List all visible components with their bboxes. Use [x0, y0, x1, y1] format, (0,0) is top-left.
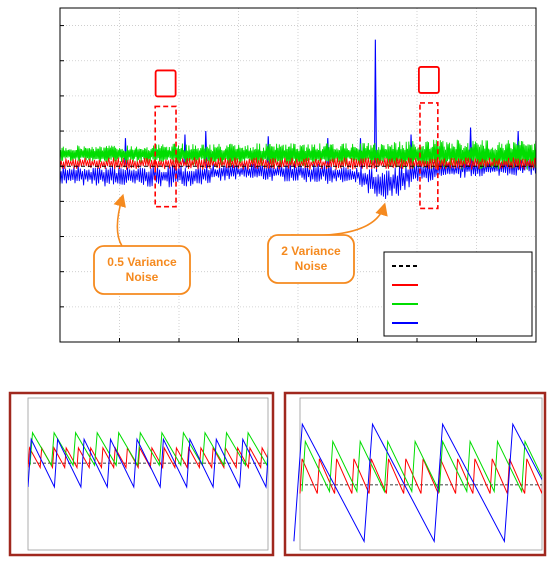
- series-rl-fopid: [60, 139, 536, 170]
- inset-series: [28, 437, 268, 489]
- inset-plot-area: [299, 397, 543, 551]
- annotation-line: 2 Variance: [281, 244, 341, 258]
- annotation-line: Noise: [126, 270, 159, 284]
- inset-data: [293, 422, 542, 544]
- inset-series: [301, 439, 542, 494]
- annotation-text: 0.5 Variance Noise: [107, 255, 177, 284]
- zoom-box: [419, 102, 439, 210]
- zoom-label-box: [417, 66, 440, 94]
- annotation-box: [267, 234, 355, 284]
- inset-series: [299, 458, 542, 494]
- inset-chart-2: [283, 391, 547, 557]
- fopid-spike: [373, 39, 378, 172]
- annotation-text: 2 Variance Noise: [281, 244, 341, 273]
- annotation-line: Noise: [295, 259, 328, 273]
- annotation-line: 0.5 Variance: [107, 255, 177, 269]
- main-data: [60, 39, 536, 200]
- inset-data: [28, 431, 268, 489]
- inset-series: [28, 446, 268, 470]
- annotation-arrow: [113, 193, 126, 247]
- inset-plot-area: [27, 397, 269, 551]
- annotation-box: [93, 245, 191, 295]
- zoom-box: [154, 105, 177, 208]
- inset-series: [293, 422, 542, 544]
- inset-series: [29, 431, 268, 467]
- series-fopid: [60, 157, 536, 200]
- zoom-label-box: [154, 69, 177, 98]
- legend: [383, 251, 533, 337]
- inset-chart-1: [8, 391, 275, 557]
